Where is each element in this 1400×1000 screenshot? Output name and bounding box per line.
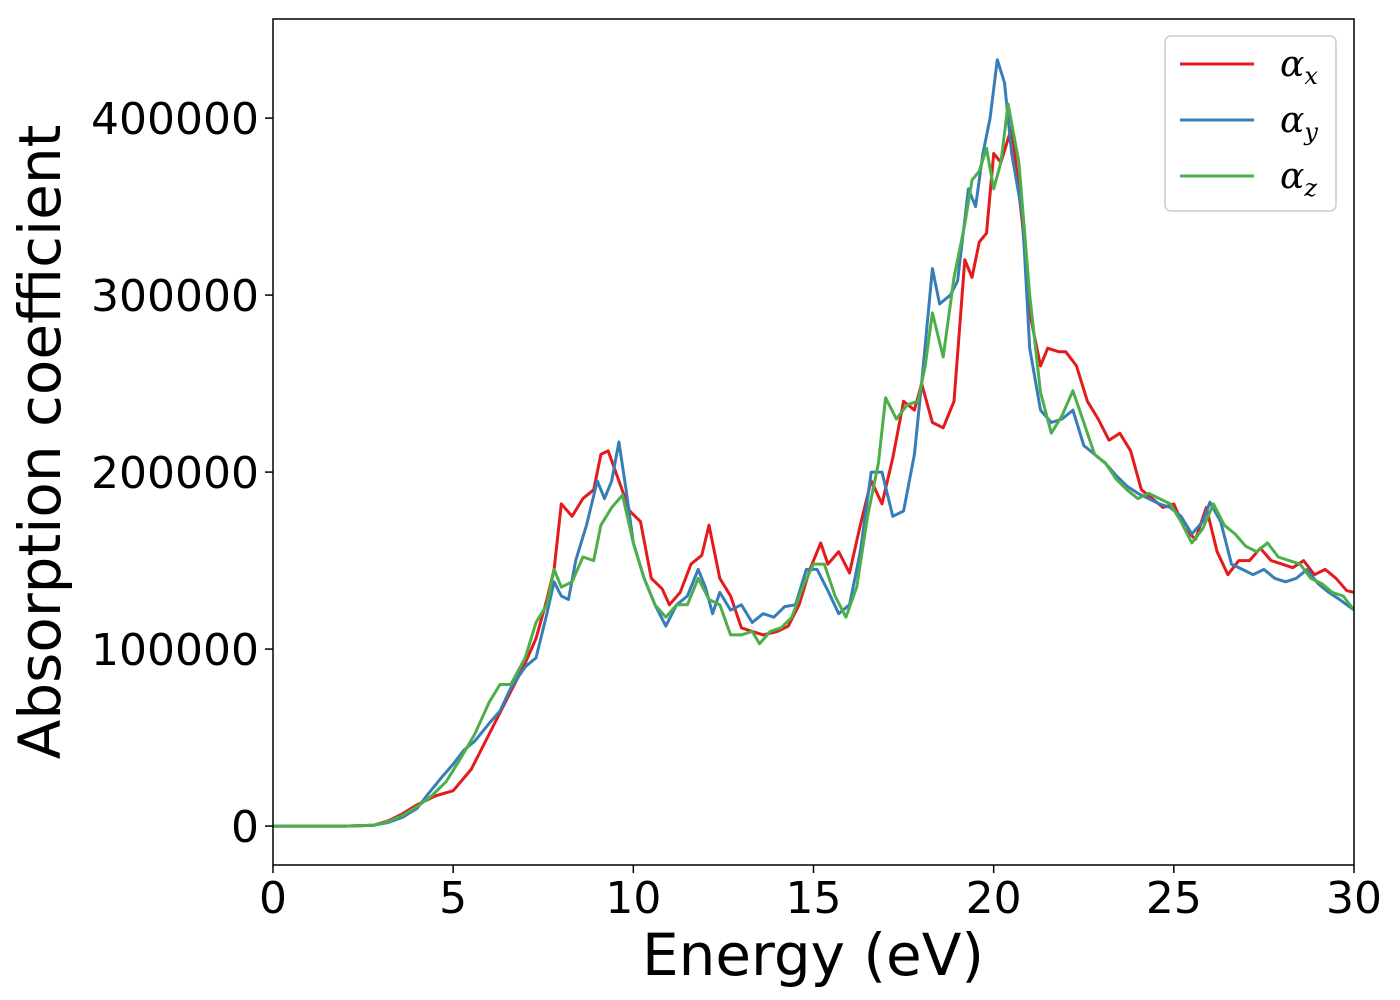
x-axis-title: Energy (eV) (642, 921, 984, 989)
x-tick-label: 20 (966, 873, 1022, 924)
y-tick-label: 300000 (91, 271, 259, 322)
series-line-z (273, 102, 1354, 828)
x-tick-label: 25 (1146, 873, 1202, 924)
y-tick-label: 0 (231, 802, 259, 853)
x-axis-ticks: 0 5 10 15 20 25 30 (259, 865, 1382, 924)
legend-box (1164, 35, 1337, 212)
x-tick-label: 10 (605, 873, 661, 924)
x-tick-label: 30 (1326, 873, 1382, 924)
y-axis-title: Absorption coefficient (6, 125, 74, 760)
x-tick-label: 5 (439, 873, 467, 924)
x-tick-label: 0 (259, 873, 287, 924)
legend-label-x: αx (1280, 44, 1318, 90)
series-line-x (273, 125, 1354, 828)
series-layer (273, 58, 1354, 828)
y-tick-label: 200000 (91, 448, 259, 499)
y-tick-label: 400000 (91, 94, 259, 145)
y-axis-ticks: 0 100000 200000 300000 400000 (91, 94, 273, 853)
legend-label-y: αy (1280, 100, 1318, 146)
x-tick-label: 15 (786, 873, 842, 924)
y-tick-label: 100000 (91, 625, 259, 676)
